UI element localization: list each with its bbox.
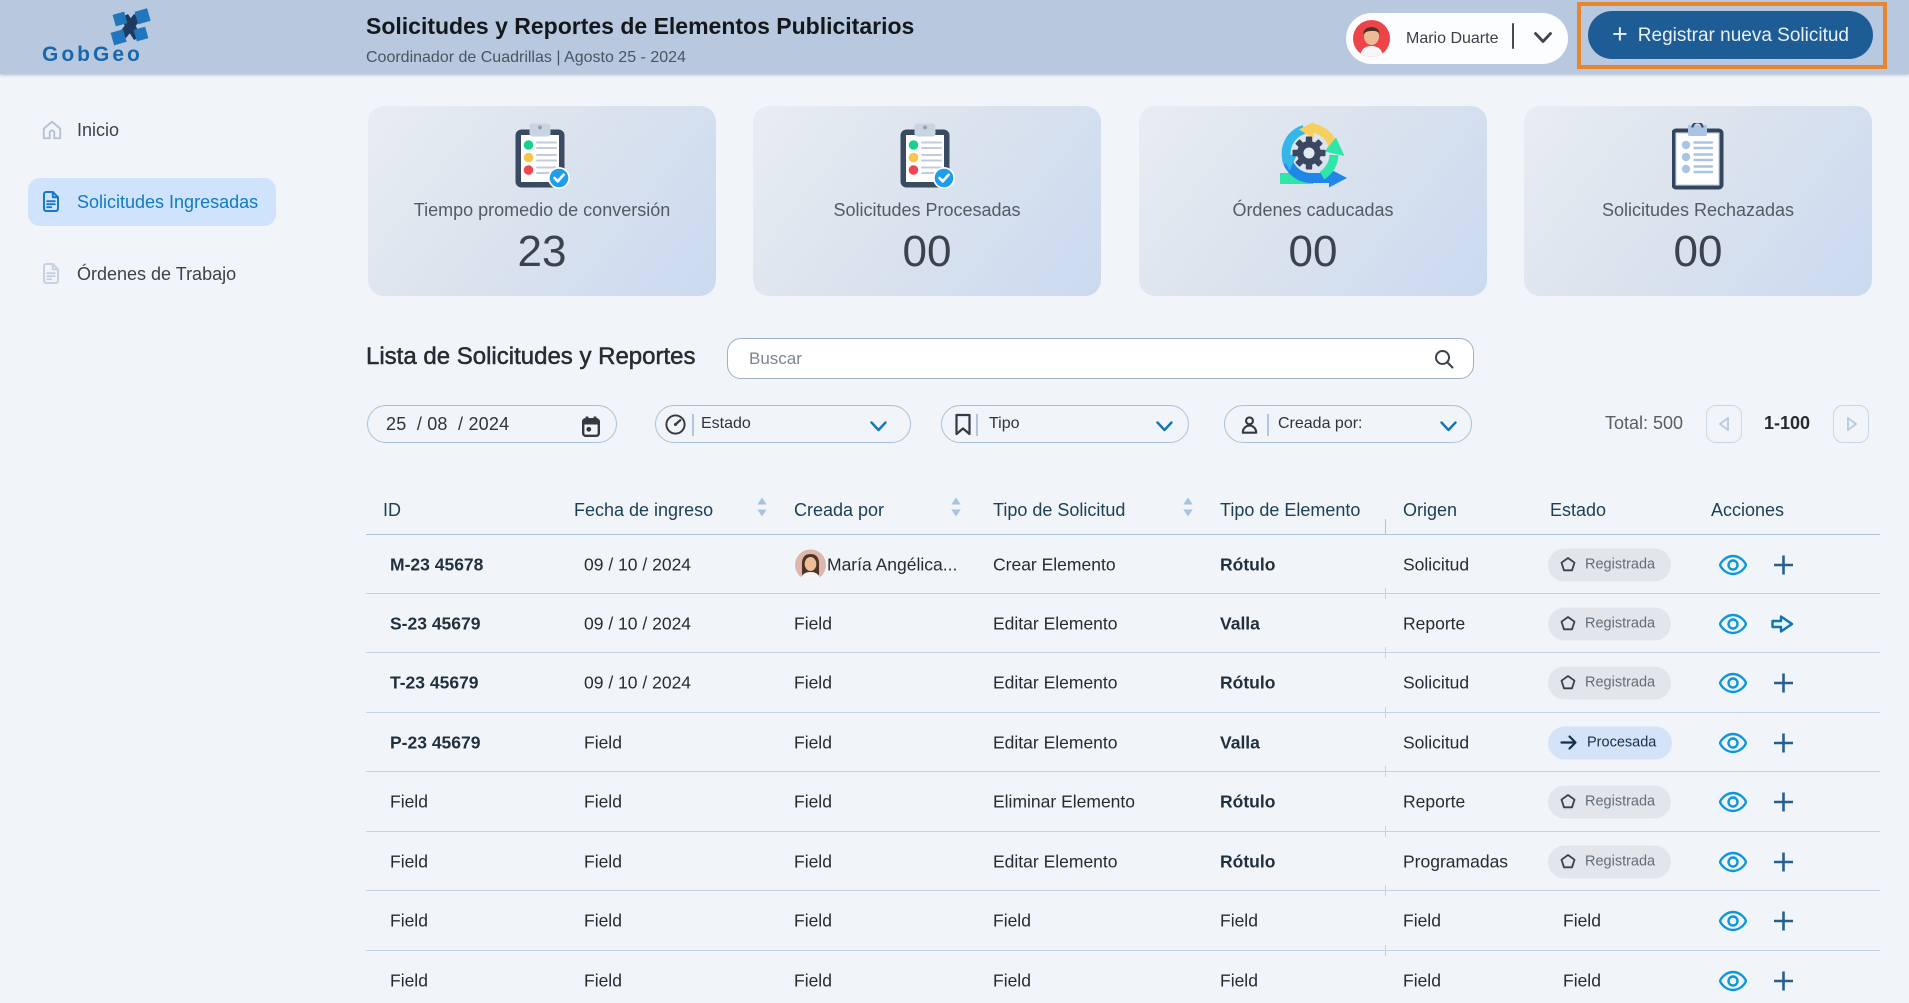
svg-text:GobGeo: GobGeo [42,43,143,64]
